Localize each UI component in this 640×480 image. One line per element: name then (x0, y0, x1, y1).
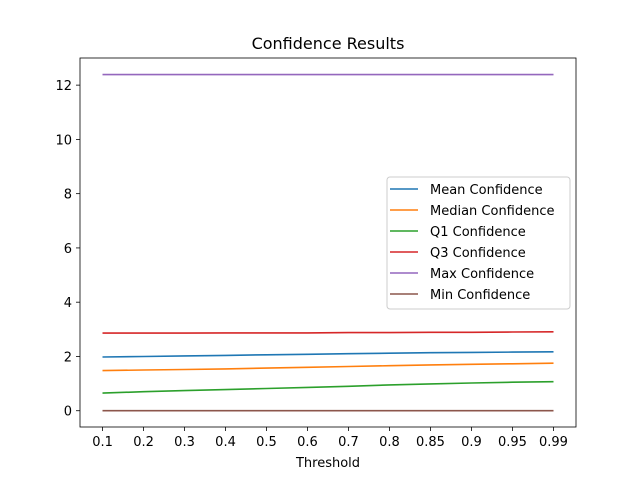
x-tick-label: 0.4 (215, 435, 236, 450)
x-tick-label: 0.1 (92, 435, 113, 450)
x-tick-label: 0.6 (297, 435, 318, 450)
plot-area (79, 57, 577, 428)
series-line-q1-confidence (102, 380, 554, 394)
x-tick-label: 0.3 (174, 435, 195, 450)
legend-box (386, 176, 571, 310)
x-axis: 0.1 0.2 0.3 0.4 0.5 0.6 0.7 0.8 0.85 0.9 0.95 0.99 (92, 427, 568, 450)
chart-title: Confidence Results (252, 34, 405, 53)
y-tick-label: 2 (64, 350, 72, 365)
legend-entry: Q1 Confidence (430, 225, 526, 240)
y-tick-label: 0 (64, 405, 72, 420)
x-tick-label: 0.95 (498, 435, 527, 450)
y-tick-label: 10 (55, 133, 72, 148)
y-tick-label: 12 (55, 79, 72, 94)
legend-entry: Min Confidence (430, 288, 530, 303)
series-line-q3-confidence (102, 330, 554, 334)
legend-entry: Q3 Confidence (430, 246, 526, 261)
series-line-mean-confidence (102, 351, 554, 358)
y-tick-label: 6 (64, 242, 72, 257)
series-lines (102, 73, 554, 412)
legend-entry: Median Confidence (430, 204, 555, 219)
x-tick-label: 0.99 (539, 435, 568, 450)
x-tick-label: 0.2 (133, 435, 154, 450)
x-tick-label: 0.7 (338, 435, 359, 450)
x-tick-label: 0.9 (461, 435, 482, 450)
x-tick-label: 0.5 (256, 435, 277, 450)
x-tick-label: 0.8 (379, 435, 400, 450)
y-axis: 0 2 4 6 8 10 12 (55, 79, 80, 420)
y-tick-label: 4 (64, 296, 72, 311)
legend-entry: Max Confidence (430, 267, 534, 282)
series-line-median-confidence (102, 362, 554, 372)
x-tick-label: 0.85 (416, 435, 445, 450)
plot-frame (79, 57, 577, 428)
legend: Mean Confidence Median Confidence Q1 Confi… (386, 176, 571, 310)
legend-entry: Mean Confidence (430, 183, 543, 198)
y-tick-label: 8 (64, 188, 72, 203)
x-axis-label: Threshold (295, 456, 360, 471)
